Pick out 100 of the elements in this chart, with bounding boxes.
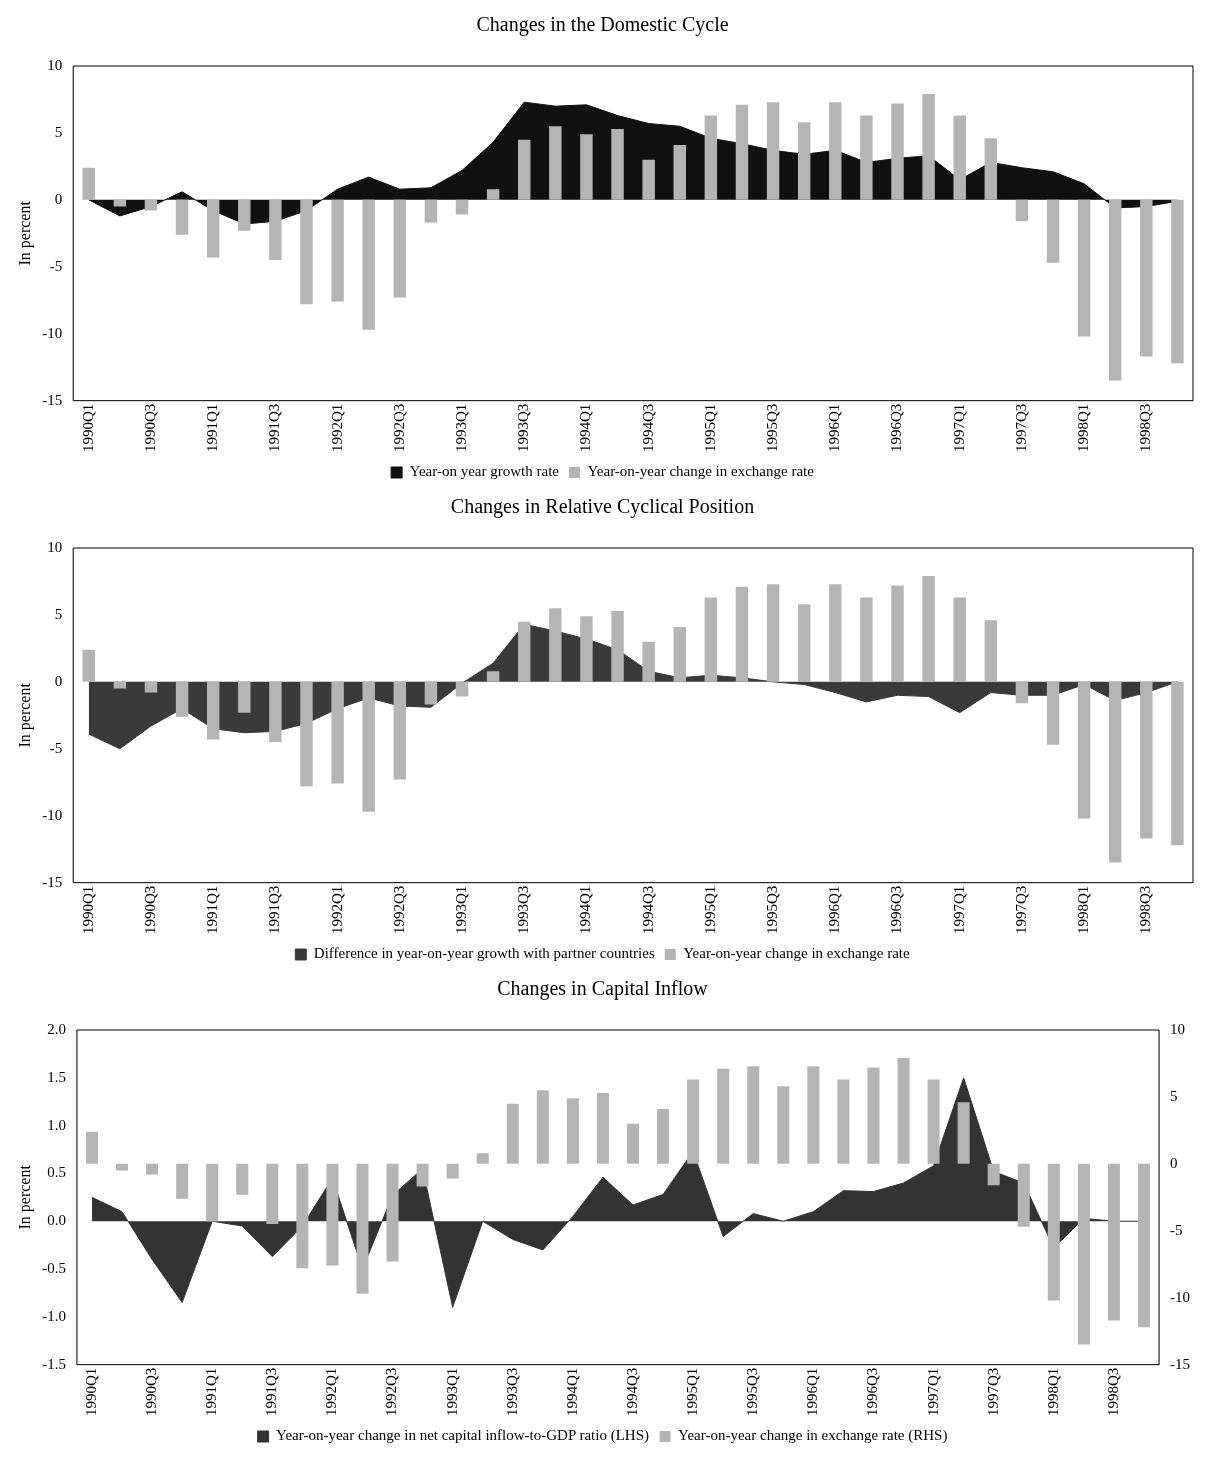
y-tick-label: 0.0 bbox=[47, 1212, 66, 1229]
bar bbox=[113, 199, 127, 207]
bar bbox=[580, 134, 593, 200]
x-tick-label: 1997Q3 bbox=[1012, 403, 1029, 453]
bar bbox=[673, 626, 686, 682]
x-tick-label: 1990Q3 bbox=[141, 403, 158, 453]
y2-tick-label: -10 bbox=[1170, 1288, 1190, 1305]
bar bbox=[85, 1131, 98, 1164]
bar bbox=[1109, 199, 1122, 381]
bar bbox=[238, 199, 251, 231]
bar bbox=[580, 616, 593, 682]
x-tick-label: 1996Q1 bbox=[804, 1367, 821, 1417]
y-tick-label: -10 bbox=[42, 324, 63, 341]
bar bbox=[735, 104, 749, 200]
bar bbox=[331, 681, 344, 784]
y-tick-label: 10 bbox=[47, 538, 63, 555]
x-tick-label: 1994Q3 bbox=[639, 403, 656, 453]
bar bbox=[393, 199, 407, 298]
y-tick-label: 0 bbox=[54, 672, 63, 689]
bar bbox=[549, 608, 562, 682]
x-tick-label: 1996Q1 bbox=[826, 403, 843, 453]
bar bbox=[446, 1163, 459, 1179]
y-tick-label: -10 bbox=[42, 806, 63, 823]
x-tick-label: 1998Q1 bbox=[1044, 1367, 1061, 1417]
bar bbox=[536, 1090, 549, 1164]
x-tick-label: 1991Q3 bbox=[263, 1367, 280, 1417]
y-axis-title: In percent bbox=[15, 200, 34, 266]
bar bbox=[362, 681, 375, 812]
bar bbox=[1140, 199, 1153, 357]
x-tick-label: 1994Q3 bbox=[623, 1367, 640, 1417]
x-tick-label: 1993Q3 bbox=[515, 885, 532, 935]
x-tick-label: 1990Q1 bbox=[79, 885, 96, 935]
y-tick-label: 1.5 bbox=[47, 1068, 66, 1085]
x-tick-label: 1992Q1 bbox=[328, 403, 345, 453]
bar bbox=[386, 1163, 399, 1262]
x-tick-label: 1998Q1 bbox=[1075, 403, 1092, 453]
bar bbox=[356, 1163, 369, 1294]
bar bbox=[1171, 199, 1184, 364]
bar bbox=[611, 610, 624, 682]
bar bbox=[860, 597, 873, 682]
bar bbox=[704, 115, 718, 200]
y-axis-title: In percent bbox=[15, 682, 34, 748]
bar bbox=[867, 1067, 880, 1164]
bar bbox=[807, 1066, 820, 1164]
bar bbox=[922, 576, 935, 682]
x-tick-label: 1994Q3 bbox=[639, 885, 656, 935]
bar bbox=[860, 115, 873, 200]
bar bbox=[922, 94, 935, 200]
bar bbox=[987, 1163, 1000, 1186]
x-tick-label: 1995Q1 bbox=[701, 885, 718, 935]
bar bbox=[236, 1163, 249, 1195]
bar bbox=[687, 1079, 700, 1164]
y-tick-label: 1.0 bbox=[47, 1116, 66, 1133]
x-tick-label: 1997Q1 bbox=[924, 1367, 941, 1417]
chart-title: Changes in the Domestic Cycle bbox=[476, 13, 729, 37]
bar bbox=[476, 1153, 489, 1164]
bar bbox=[1046, 199, 1060, 263]
x-tick-label: 1993Q1 bbox=[452, 885, 469, 935]
bar bbox=[891, 103, 904, 200]
x-tick-label: 1997Q1 bbox=[950, 885, 967, 935]
bar bbox=[455, 681, 469, 697]
y-tick-label: -1.5 bbox=[42, 1355, 66, 1372]
y-tick-label: -1.0 bbox=[42, 1307, 66, 1324]
bar bbox=[206, 1163, 219, 1222]
bar bbox=[1171, 681, 1184, 846]
legend-label: Year-on year growth rate bbox=[409, 463, 560, 480]
bar bbox=[269, 199, 282, 261]
bar bbox=[766, 584, 780, 682]
bar bbox=[1017, 1163, 1030, 1227]
y-axis-title: In percent bbox=[15, 1164, 34, 1230]
y-tick-label: 5 bbox=[54, 605, 63, 622]
bar bbox=[1046, 681, 1060, 745]
bar bbox=[797, 604, 811, 682]
y-tick-label: 5 bbox=[54, 123, 63, 140]
legend-label: Year-on-year change in exchange rate bbox=[683, 945, 911, 962]
x-tick-label: 1996Q3 bbox=[888, 885, 905, 935]
x-tick-label: 1996Q1 bbox=[826, 885, 843, 935]
bar bbox=[657, 1108, 670, 1164]
x-tick-label: 1995Q3 bbox=[764, 885, 781, 935]
bar bbox=[175, 199, 189, 235]
bar bbox=[673, 144, 686, 200]
x-tick-label: 1994Q1 bbox=[577, 885, 594, 935]
bar bbox=[797, 122, 811, 200]
bar bbox=[1077, 1163, 1090, 1345]
bar bbox=[393, 681, 407, 780]
bar bbox=[506, 1103, 519, 1164]
x-tick-label: 1998Q3 bbox=[1137, 885, 1154, 935]
bar bbox=[300, 199, 313, 305]
bar bbox=[891, 585, 904, 682]
bar bbox=[642, 159, 655, 200]
x-tick-label: 1998Q1 bbox=[1075, 885, 1092, 935]
bar bbox=[566, 1098, 579, 1164]
bar bbox=[611, 128, 624, 200]
x-tick-label: 1991Q3 bbox=[266, 403, 283, 453]
y-tick-label: -15 bbox=[42, 873, 63, 890]
x-tick-label: 1991Q1 bbox=[204, 885, 221, 935]
bar bbox=[1077, 199, 1091, 337]
bar bbox=[1109, 681, 1122, 863]
bar bbox=[269, 681, 282, 743]
bar bbox=[206, 199, 220, 258]
